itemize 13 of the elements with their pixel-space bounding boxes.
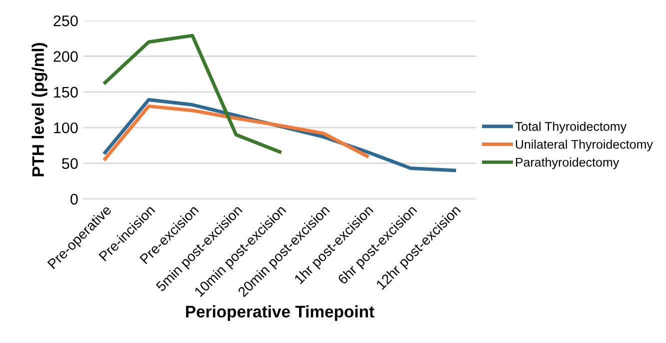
y-tick-label: 50 xyxy=(62,158,78,169)
line-series xyxy=(103,34,282,154)
legend-label: Parathyroidectomy xyxy=(516,158,620,170)
y-axis-title: PTH level (pg/ml) xyxy=(32,42,48,176)
y-tick-label: 200 xyxy=(54,51,78,62)
line-series xyxy=(103,104,369,161)
legend-label: Total Thyroidectomy xyxy=(515,122,627,134)
x-axis-title: Perioperative Timepoint xyxy=(186,305,374,321)
legend-label: Unilateral Thyroidectomy xyxy=(516,140,653,152)
y-tick-label: 250 xyxy=(54,15,78,26)
y-tick-label: 0 xyxy=(70,194,78,205)
y-tick-label: 150 xyxy=(54,86,78,98)
y-tick-label: 100 xyxy=(54,122,78,134)
